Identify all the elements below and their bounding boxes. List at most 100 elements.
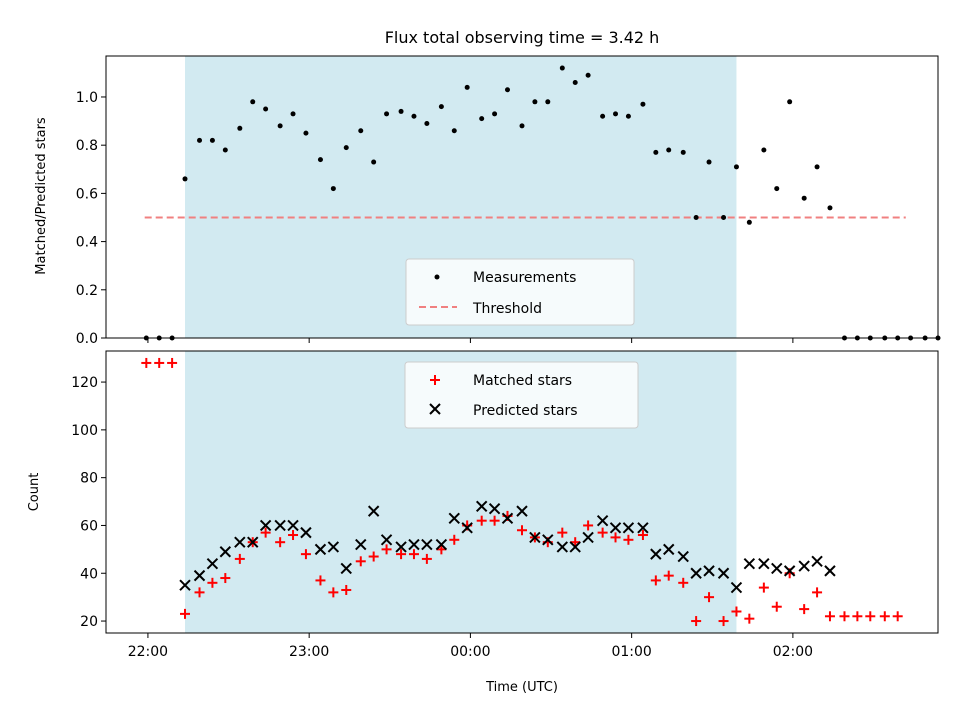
top-y-axis-label: Matched/Predicted stars <box>34 117 49 275</box>
predicted-star-point <box>340 562 352 575</box>
measurement-point <box>746 219 752 225</box>
measurement-point <box>801 195 807 201</box>
measurement-point <box>519 123 525 129</box>
matched-star-point <box>489 515 500 526</box>
measurement-point <box>827 205 833 211</box>
measurement-point <box>640 101 646 107</box>
measurement-point <box>814 164 820 170</box>
matched-star-point <box>663 570 674 581</box>
y-tick-label: 20 <box>80 614 98 630</box>
measurement-point <box>411 113 417 119</box>
predicted-star-point <box>448 512 460 524</box>
measurement-point <box>317 157 323 163</box>
matched-star-point <box>288 530 299 541</box>
predicted-star-point <box>234 536 246 548</box>
predicted-star-point <box>259 519 272 532</box>
matched-star-point <box>275 537 286 548</box>
bottom-marks <box>141 357 903 627</box>
measurement-point <box>721 214 727 220</box>
predicted-star-point <box>556 541 569 553</box>
predicted-star-point <box>758 557 770 570</box>
measurement-point <box>438 104 444 110</box>
measurement-point <box>479 116 485 122</box>
matched-star-point <box>771 601 782 612</box>
measurement-point <box>197 137 203 143</box>
predicted-star-point <box>380 534 393 546</box>
matched-star-point <box>315 575 326 586</box>
measurement-point <box>451 128 457 134</box>
top-legend: Measurements Threshold <box>405 258 635 326</box>
predicted-star-point <box>569 541 581 553</box>
predicted-star-point <box>355 538 367 551</box>
x-tick-label: 01:00 <box>611 644 651 660</box>
measurement-point <box>532 99 538 105</box>
x-tick-label: 22:00 <box>128 644 168 660</box>
predicted-star-point <box>717 567 730 579</box>
y-tick-label: 1.0 <box>76 90 98 106</box>
predicted-star-point <box>824 565 836 577</box>
measurement-point <box>222 147 228 153</box>
predicted-star-point <box>637 522 649 534</box>
y-tick-label: 0.6 <box>76 186 98 202</box>
legend-measurements-marker <box>434 274 440 280</box>
measurement-point <box>343 145 349 151</box>
matched-star-point <box>570 537 581 548</box>
matched-star-point <box>436 544 447 555</box>
matched-star-point <box>381 544 392 555</box>
bottom-y-axis-label: Count <box>27 473 42 512</box>
y-tick-label: 0.8 <box>76 138 98 154</box>
legend-predicted-label: Predicted stars <box>473 403 578 419</box>
measurement-point <box>358 128 364 134</box>
matched-star-point <box>704 592 715 603</box>
bottom-legend-box <box>404 361 639 429</box>
legend-threshold-label: Threshold <box>472 301 542 317</box>
matched-star-point <box>865 611 876 622</box>
matched-star-point <box>260 527 271 538</box>
bottom-axes-frame <box>105 350 939 634</box>
y-tick-label: 60 <box>80 518 98 534</box>
predicted-star-point <box>247 536 259 548</box>
predicted-star-point <box>488 503 501 515</box>
measurement-point <box>572 80 578 86</box>
measurement-point <box>625 113 631 119</box>
matched-star-point <box>623 534 634 545</box>
y-tick-label: 80 <box>80 471 98 487</box>
measurement-point <box>613 111 619 117</box>
matched-star-point <box>220 573 231 584</box>
measurement-point <box>492 111 498 117</box>
legend-matched-label: Matched stars <box>473 373 572 389</box>
measurement-point <box>545 99 551 105</box>
matched-star-point <box>678 577 689 588</box>
measurement-point <box>787 99 793 105</box>
predicted-star-point <box>193 569 206 582</box>
measurement-point <box>371 159 377 165</box>
predicted-star-point <box>783 565 796 577</box>
predicted-star-point <box>300 526 312 539</box>
predicted-star-point <box>743 557 756 570</box>
matched-star-point <box>731 606 742 617</box>
top-marks <box>143 65 941 341</box>
matched-star-point <box>718 616 729 627</box>
measurement-point <box>290 111 296 117</box>
matched-star-point <box>879 611 890 622</box>
y-tick-label: 0.4 <box>76 235 98 251</box>
predicted-star-point <box>798 560 810 572</box>
measurement-point <box>424 120 430 126</box>
legend-matched-marker <box>430 375 440 385</box>
top-legend-box <box>405 258 635 326</box>
measurement-point <box>303 130 309 136</box>
measurement-point <box>277 123 283 129</box>
matched-star-point <box>637 530 648 541</box>
matched-star-point <box>691 616 702 627</box>
matched-star-point <box>583 520 594 531</box>
matched-star-point <box>234 553 245 564</box>
predicted-star-point <box>327 541 340 553</box>
predicted-star-point <box>542 534 554 546</box>
predicted-star-point <box>663 543 675 556</box>
matched-star-point <box>396 549 407 560</box>
bottom-x-ticks: 22:00 23:00 00:00 01:00 02:00 <box>128 633 813 660</box>
predicted-star-point <box>219 546 232 558</box>
predicted-star-point <box>690 567 702 579</box>
bottom-legend: Matched stars Predicted stars <box>404 361 639 429</box>
